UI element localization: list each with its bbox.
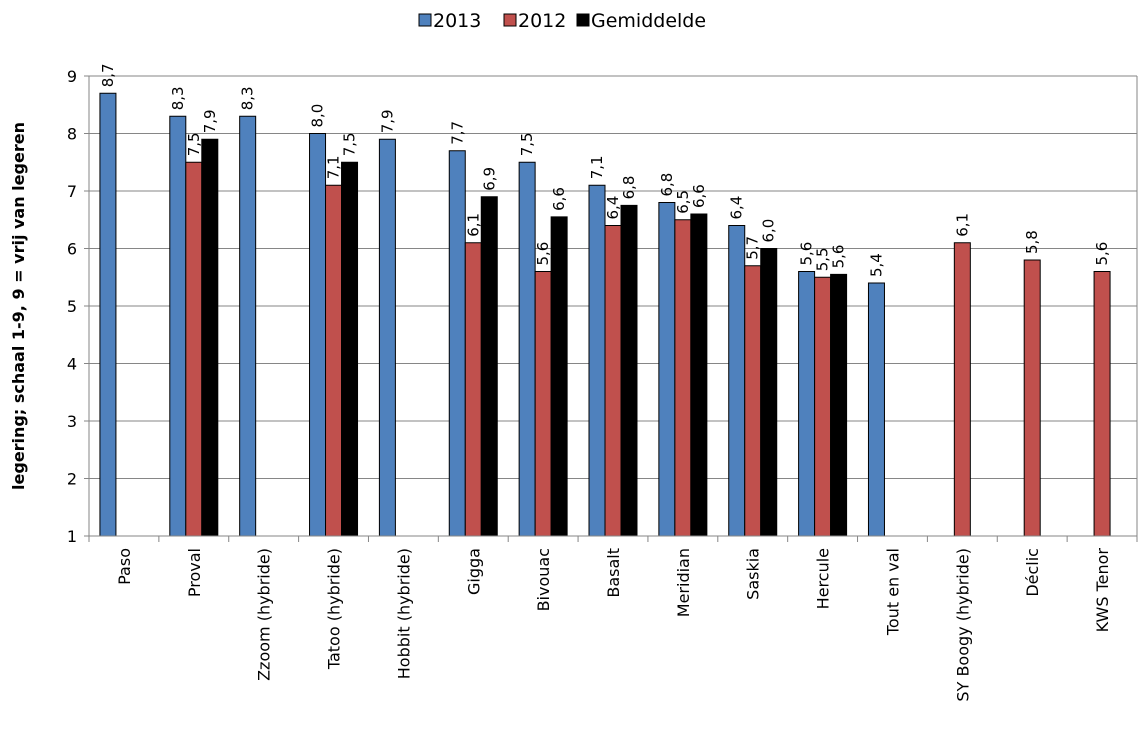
bar-gemiddelde [620,204,638,537]
bar-2013 [169,115,187,537]
data-labels: 8,78,3 8,38,0 7,9 7,7 7,57,16,86,45,6 5,47,57… [99,63,1111,277]
data-label: 6,6 [550,187,568,211]
bar-2012 [814,276,832,537]
x-tick-label: Proval [185,548,204,597]
y-tick-label: 5 [67,297,77,316]
axes: 1 2 3 4 5 6 7 8 9 Paso Proval Zzoom (hybride) Tatoo … [67,67,1138,702]
x-tick-label: Basalt [604,548,623,598]
bar-2013 [448,150,466,537]
data-label: 5,8 [1023,230,1041,254]
bar-2012 [674,219,692,537]
y-tick-label: 7 [67,182,77,201]
data-label: 7,5 [518,132,536,156]
y-tick-label: 6 [67,240,77,259]
data-label: 6,0 [760,219,778,243]
data-label: 6,5 [674,190,692,214]
bar-2013 [518,161,536,537]
bar-2012 [185,161,203,537]
x-tick-label: Tatoo (hybride) [325,548,344,670]
data-label: 6,8 [658,173,676,197]
legend: 2013 2012 Gemiddelde [418,10,706,32]
data-label: 6,8 [620,176,638,200]
bar-2012 [604,225,622,537]
x-tick-label: Tout en val [883,548,902,636]
x-tick-label: Gigga [464,548,483,595]
data-label: 7,5 [341,132,359,156]
bar-2012 [1023,259,1041,537]
bar-2013 [728,225,746,537]
bar-2012 [953,242,971,537]
bar-2013 [378,138,396,537]
data-label: 6,9 [480,167,498,191]
bar-2013 [658,202,676,537]
data-label: 5,6 [1093,242,1111,266]
data-label: 8,3 [169,86,187,110]
x-tick-label: Paso [115,548,134,585]
bar-gemiddelde [201,138,219,537]
legend-swatch [503,13,517,27]
y-tick-label: 4 [67,355,77,374]
y-tick-label: 1 [67,527,77,546]
x-tick-label: Bivouac [534,548,553,611]
data-label: 8,7 [99,63,117,87]
data-label: 5,5 [814,247,832,271]
data-label: 7,1 [588,155,606,179]
y-tick-label: 2 [67,470,77,489]
y-tick-label: 9 [67,67,77,86]
y-axis-label: legering; schaal 1-9, 9 = vrij van leger… [9,122,28,490]
data-label: 5,4 [867,253,885,277]
bar-gemiddelde [550,216,568,537]
bar-2013 [239,115,257,537]
bar-2012 [534,271,552,537]
bar-gemiddelde [830,273,848,537]
y-tick-label: 8 [67,125,77,144]
data-label: 6,4 [604,196,622,220]
data-label: 8,3 [239,86,257,110]
legend-label: 2012 [518,10,566,32]
bar-2013 [798,271,816,537]
x-tick-label: SY Boogy (hybride) [953,548,972,702]
data-label: 7,9 [378,109,396,133]
bar-2012 [744,265,762,537]
data-label: 6,6 [690,184,708,208]
data-label: 6,1 [464,213,482,237]
x-tick-label: Déclic [1023,548,1042,597]
y-tick-label: 3 [67,412,77,431]
data-label: 7,9 [201,109,219,133]
bar-gemiddelde [760,248,778,537]
x-tick-label: Saskia [744,548,763,600]
bar-gemiddelde [480,196,498,537]
bar-2012 [1093,271,1111,537]
data-label: 7,7 [448,121,466,145]
data-label: 6,4 [728,196,746,220]
x-tick-label: Zzoom (hybride) [255,548,274,681]
x-tick-label: Meridian [674,548,693,617]
x-tick-label: KWS Tenor [1093,548,1112,633]
bar-gemiddelde [341,161,359,537]
bar-2013 [99,92,117,537]
legend-label: 2013 [433,10,481,32]
data-label: 7,5 [185,132,203,156]
x-tick-label: Hercule [814,548,833,609]
data-label: 8,0 [309,104,327,128]
bar-2013 [309,133,327,537]
bar-2013 [588,184,606,537]
data-label: 5,6 [798,242,816,266]
bar-gemiddelde [690,213,708,537]
bar-2012 [325,184,343,537]
data-label: 7,1 [325,155,343,179]
data-label: 5,6 [830,245,848,269]
data-label: 5,7 [744,236,762,260]
bar-2012 [464,242,482,537]
legend-label: Gemiddelde [591,10,706,32]
data-label: 6,1 [953,213,971,237]
x-tick-label: Hobbit (hybride) [394,548,413,679]
legend-swatch [418,13,432,27]
bar-2013 [867,282,885,537]
data-label: 5,6 [534,242,552,266]
legend-swatch [576,13,590,27]
